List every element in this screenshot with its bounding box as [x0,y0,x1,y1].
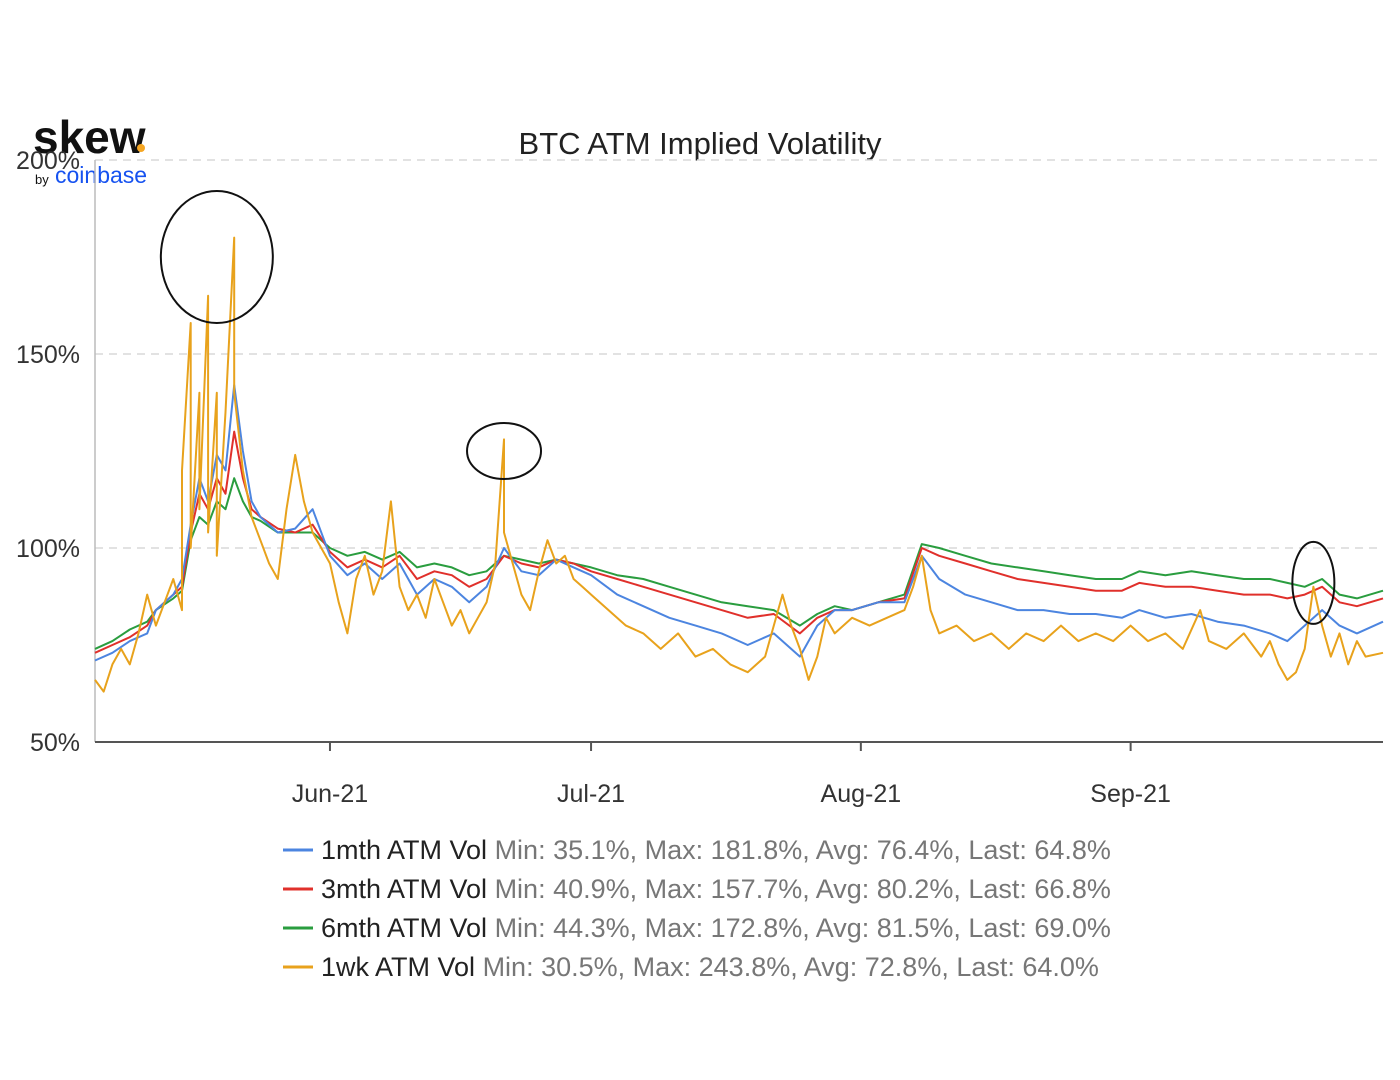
legend: 1mth ATM Vol Min: 35.1%, Max: 181.8%, Av… [283,835,1111,982]
annotation-circles [159,190,1336,625]
grid-lines [95,159,1383,549]
x-tick-label: Jun-21 [292,780,368,808]
x-tick-label: Aug-21 [821,780,902,808]
series-line-4 [94,236,1384,693]
x-tick-label: Jul-21 [557,780,625,808]
logo-dot [137,144,145,152]
series-line-1 [94,384,1384,662]
y-tick-label: 100% [16,535,80,563]
series-lines [94,236,1384,693]
series-line-2 [94,430,1384,654]
legend-entry: 1mth ATM Vol Min: 35.1%, Max: 181.8%, Av… [321,835,1111,865]
x-tick-label: Sep-21 [1090,780,1171,808]
skew-logo: skew by coinbase [33,111,147,188]
logo-skew-text: skew [33,111,146,163]
y-tick-label: 150% [16,341,80,369]
series-line-3 [94,477,1384,650]
legend-entry: 3mth ATM Vol Min: 40.9%, Max: 157.7%, Av… [321,874,1111,904]
y-axis-ticks: 50% 100% 150% 200% [16,147,80,757]
x-axis-ticks: Jun-21 Jul-21 Aug-21 Sep-21 [292,742,1171,808]
annotation-circle [159,190,274,324]
annotation-circle [466,422,543,480]
logo-by-text: by [35,172,49,187]
legend-stats: Min: 44.3%, Max: 172.8%, Avg: 81.5%, Las… [487,913,1111,943]
legend-entry: 6mth ATM Vol Min: 44.3%, Max: 172.8%, Av… [321,913,1111,943]
logo-coinbase-text: coinbase [55,162,147,188]
legend-stats: Min: 30.5%, Max: 243.8%, Avg: 72.8%, Las… [475,952,1099,982]
annotation-circle [1291,540,1336,625]
chart-title: BTC ATM Implied Volatility [519,126,882,161]
legend-entry: 1wk ATM Vol Min: 30.5%, Max: 243.8%, Avg… [321,952,1099,982]
y-tick-label: 200% [16,147,80,175]
legend-stats: Min: 35.1%, Max: 181.8%, Avg: 76.4%, Las… [487,835,1111,865]
axes [94,160,1383,743]
y-tick-label: 50% [30,729,80,757]
legend-stats: Min: 40.9%, Max: 157.7%, Avg: 80.2%, Las… [487,874,1111,904]
